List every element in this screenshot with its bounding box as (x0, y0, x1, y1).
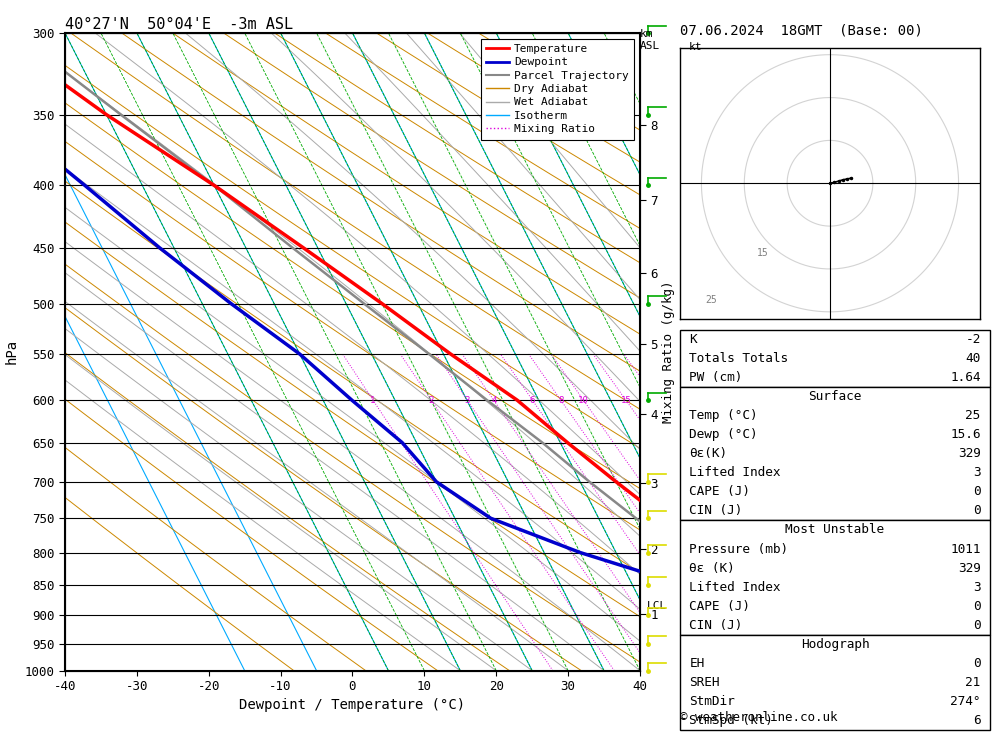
Text: 329: 329 (958, 447, 981, 460)
Text: 0: 0 (973, 600, 981, 613)
Text: 07.06.2024  18GMT  (Base: 00): 07.06.2024 18GMT (Base: 00) (680, 23, 923, 37)
Text: Dewp (°C): Dewp (°C) (689, 428, 758, 441)
Text: LCL: LCL (647, 601, 667, 611)
Text: Totals Totals: Totals Totals (689, 352, 788, 365)
Text: 1011: 1011 (950, 542, 981, 556)
Text: 329: 329 (958, 561, 981, 575)
Text: CIN (J): CIN (J) (689, 504, 743, 517)
Y-axis label: hPa: hPa (5, 339, 19, 364)
Text: Lifted Index: Lifted Index (689, 466, 781, 479)
Text: θε(K): θε(K) (689, 447, 727, 460)
Text: 40°27'N  50°04'E  -3m ASL: 40°27'N 50°04'E -3m ASL (65, 17, 293, 32)
Text: K: K (689, 333, 697, 346)
Text: 6: 6 (530, 396, 535, 405)
Text: 2: 2 (429, 396, 434, 405)
Text: 6: 6 (973, 714, 981, 727)
Y-axis label: Mixing Ratio (g/kg): Mixing Ratio (g/kg) (662, 281, 675, 423)
Text: -2: -2 (965, 333, 981, 346)
Text: 3: 3 (973, 581, 981, 594)
FancyBboxPatch shape (680, 635, 990, 730)
FancyBboxPatch shape (680, 387, 990, 520)
Text: EH: EH (689, 657, 705, 670)
Text: © weatheronline.co.uk: © weatheronline.co.uk (680, 711, 838, 724)
Text: kt: kt (689, 43, 702, 52)
Text: 1.64: 1.64 (950, 371, 981, 384)
Text: 21: 21 (965, 676, 981, 689)
Text: θε (K): θε (K) (689, 561, 735, 575)
Text: km
ASL: km ASL (640, 29, 660, 51)
Text: StmSpd (kt): StmSpd (kt) (689, 714, 773, 727)
Text: Surface: Surface (808, 390, 862, 403)
Text: 3: 3 (465, 396, 470, 405)
Text: 274°: 274° (950, 695, 981, 708)
Text: Temp (°C): Temp (°C) (689, 409, 758, 422)
Text: 8: 8 (558, 396, 564, 405)
Text: 0: 0 (973, 504, 981, 517)
Legend: Temperature, Dewpoint, Parcel Trajectory, Dry Adiabat, Wet Adiabat, Isotherm, Mi: Temperature, Dewpoint, Parcel Trajectory… (481, 39, 634, 140)
Text: Most Unstable: Most Unstable (785, 523, 885, 537)
X-axis label: Dewpoint / Temperature (°C): Dewpoint / Temperature (°C) (239, 698, 466, 712)
Text: CIN (J): CIN (J) (689, 619, 743, 632)
Text: 15.6: 15.6 (950, 428, 981, 441)
Text: PW (cm): PW (cm) (689, 371, 743, 384)
Text: Pressure (mb): Pressure (mb) (689, 542, 788, 556)
Text: 0: 0 (973, 485, 981, 498)
Text: 3: 3 (973, 466, 981, 479)
Text: 10: 10 (578, 396, 589, 405)
Text: 0: 0 (973, 619, 981, 632)
Text: SREH: SREH (689, 676, 720, 689)
Text: 25: 25 (965, 409, 981, 422)
Text: Hodograph: Hodograph (801, 638, 869, 651)
Text: 0: 0 (973, 657, 981, 670)
Text: 15: 15 (757, 248, 769, 258)
Text: CAPE (J): CAPE (J) (689, 485, 750, 498)
Text: CAPE (J): CAPE (J) (689, 600, 750, 613)
Text: 15: 15 (620, 396, 631, 405)
Text: StmDir: StmDir (689, 695, 735, 708)
Text: 4: 4 (491, 396, 496, 405)
Text: 25: 25 (706, 295, 717, 305)
FancyBboxPatch shape (680, 330, 990, 387)
Text: Lifted Index: Lifted Index (689, 581, 781, 594)
Text: 40: 40 (965, 352, 981, 365)
FancyBboxPatch shape (680, 520, 990, 635)
Text: 1: 1 (370, 396, 376, 405)
